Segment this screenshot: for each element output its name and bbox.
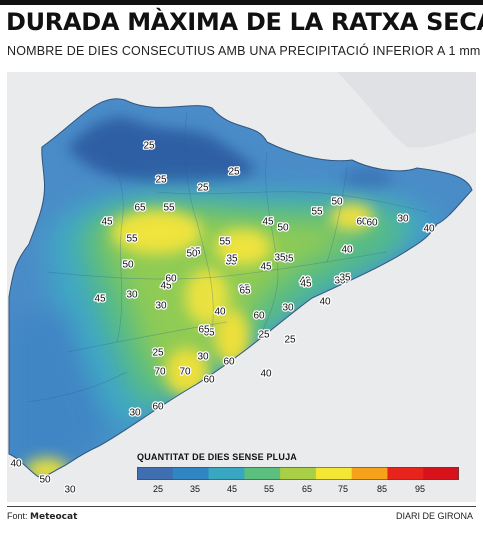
value-label: 30 — [155, 301, 167, 312]
value-label: 40 — [10, 459, 22, 470]
legend-swatch — [244, 467, 281, 480]
value-label: 60 — [366, 218, 378, 229]
value-label: 70 — [154, 367, 166, 378]
value-label: 65 — [238, 284, 250, 295]
legend-tick-95: 95 — [414, 484, 426, 494]
value-label: 30 — [126, 290, 138, 301]
value-label: 60 — [203, 375, 215, 386]
value-label: 45 — [300, 279, 312, 290]
value-label: 35 — [225, 257, 237, 268]
legend-color-bar — [137, 467, 459, 480]
legend-swatch — [315, 467, 353, 480]
value-label: 30 — [282, 303, 294, 314]
value-label: 25 — [258, 330, 270, 341]
map-subtitle: NOMBRE DE DIES CONSECUTIUS AMB UNA PRECI… — [7, 44, 481, 58]
value-label: 35 — [339, 273, 351, 284]
value-label: 40 — [319, 297, 331, 308]
value-label: 60 — [253, 311, 265, 322]
value-label: 40 — [423, 224, 435, 235]
value-label: 55 — [219, 237, 231, 248]
value-label: 25 — [143, 141, 155, 152]
footer-rule — [7, 506, 476, 507]
legend-tick-25: 25 — [152, 484, 164, 494]
value-label: 25 — [152, 348, 164, 359]
value-label: 45 — [94, 294, 106, 305]
value-label: 30 — [397, 214, 409, 225]
value-label: 30 — [197, 352, 209, 363]
value-label: 40 — [260, 369, 272, 380]
value-label: 45 — [160, 281, 172, 292]
map-title: DURADA MÀXIMA DE LA RATXA SECA — [6, 8, 483, 36]
value-label: 55 — [311, 207, 323, 218]
top-rule — [0, 0, 483, 5]
value-label: 50 — [39, 475, 51, 486]
value-label: 60 — [223, 357, 235, 368]
value-label: 25 — [228, 167, 240, 178]
value-label: 50 — [186, 249, 198, 260]
legend-tick-85: 85 — [376, 484, 388, 494]
legend-swatch — [172, 467, 210, 480]
legend-swatch — [423, 467, 459, 480]
value-label: 35 — [226, 254, 238, 265]
value-label: 35 — [274, 253, 286, 264]
legend-tick-45: 45 — [226, 484, 238, 494]
catalonia-border — [8, 98, 473, 478]
map-panel: 25 25 25 25 50 60 30 40 45 45 65 55 45 50 55 35 55 35 45 35… — [7, 72, 476, 502]
source-label: Font: — [7, 511, 28, 521]
legend-tick-75: 75 — [337, 484, 349, 494]
value-label: 40 — [299, 276, 311, 287]
value-label: 45 — [262, 217, 274, 228]
legend-title: QUANTITAT DE DIES SENSE PLUJA — [137, 452, 297, 462]
legend-swatch — [208, 467, 245, 480]
value-label: 55 — [163, 203, 175, 214]
value-label: 50 — [122, 260, 134, 271]
value-label: 45 — [101, 217, 113, 228]
value-label: 25 — [284, 335, 296, 346]
value-label: 65 — [239, 286, 251, 297]
value-label: 65 — [203, 328, 215, 339]
value-label: 25 — [155, 175, 167, 186]
legend-swatch — [351, 467, 388, 480]
value-label: 65 — [198, 325, 210, 336]
value-label: 30 — [334, 276, 346, 287]
legend-tick-55: 55 — [263, 484, 275, 494]
value-label: 60 — [356, 217, 368, 228]
value-label: 60 — [165, 274, 177, 285]
value-label: 55 — [126, 234, 138, 245]
value-label: 40 — [214, 307, 226, 318]
legend-swatch — [387, 467, 424, 480]
source-note: Font: Meteocat — [7, 511, 77, 522]
meteocat-logo: Meteocat — [30, 512, 78, 522]
comarca-boundaries — [26, 111, 428, 403]
legend-swatch — [137, 467, 174, 480]
value-label: 30 — [64, 485, 76, 496]
value-label: 50 — [277, 223, 289, 234]
legend-swatch — [280, 467, 317, 480]
value-label: 65 — [134, 203, 146, 214]
value-label: 25 — [197, 183, 209, 194]
value-label: 60 — [152, 402, 164, 413]
value-label: 40 — [341, 245, 353, 256]
value-label: 30 — [129, 408, 141, 419]
value-label: 50 — [331, 197, 343, 208]
legend-tick-65: 65 — [301, 484, 313, 494]
publisher-credit: DIARI DE GIRONA — [395, 511, 473, 521]
value-label: 45 — [260, 262, 272, 273]
value-label: 35 — [189, 247, 201, 258]
value-label: 70 — [179, 367, 191, 378]
legend-tick-35: 35 — [189, 484, 201, 494]
value-label: 35 — [282, 254, 294, 265]
neighbour-territory — [337, 72, 476, 148]
